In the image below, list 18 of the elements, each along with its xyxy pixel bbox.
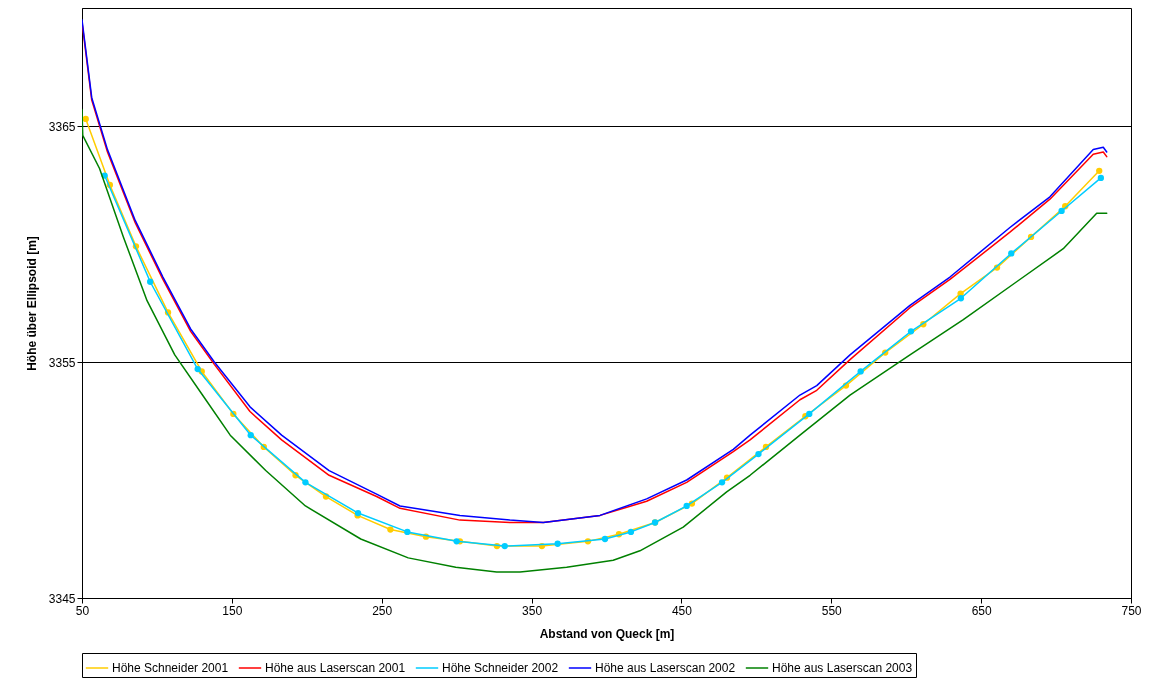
x-tick-label: 750 bbox=[1121, 603, 1142, 618]
legend-label: Höhe aus Laserscan 2003 bbox=[772, 661, 913, 675]
x-tick-label: 250 bbox=[372, 603, 393, 618]
legend-label: Höhe aus Laserscan 2001 bbox=[265, 661, 406, 675]
x-tick-label: 550 bbox=[821, 603, 843, 618]
legend-label: Höhe Schneider 2001 bbox=[112, 661, 229, 675]
y-tick-label: 3355 bbox=[48, 355, 76, 370]
y-axis-title: Höhe über Ellipsoid [m] bbox=[24, 236, 39, 371]
x-tick-label: 150 bbox=[222, 603, 243, 618]
x-tick-label: 450 bbox=[671, 603, 693, 618]
y-tick-label: 3345 bbox=[48, 591, 76, 606]
x-axis-title: Abstand von Queck [m] bbox=[539, 626, 675, 641]
x-tick-label: 50 bbox=[75, 603, 90, 618]
y-tick-label: 3365 bbox=[48, 119, 76, 134]
legend-label: Höhe aus Laserscan 2002 bbox=[595, 661, 736, 675]
x-tick-label: 350 bbox=[522, 603, 543, 618]
legend-label: Höhe Schneider 2002 bbox=[442, 661, 559, 675]
x-tick-label: 650 bbox=[971, 603, 992, 618]
